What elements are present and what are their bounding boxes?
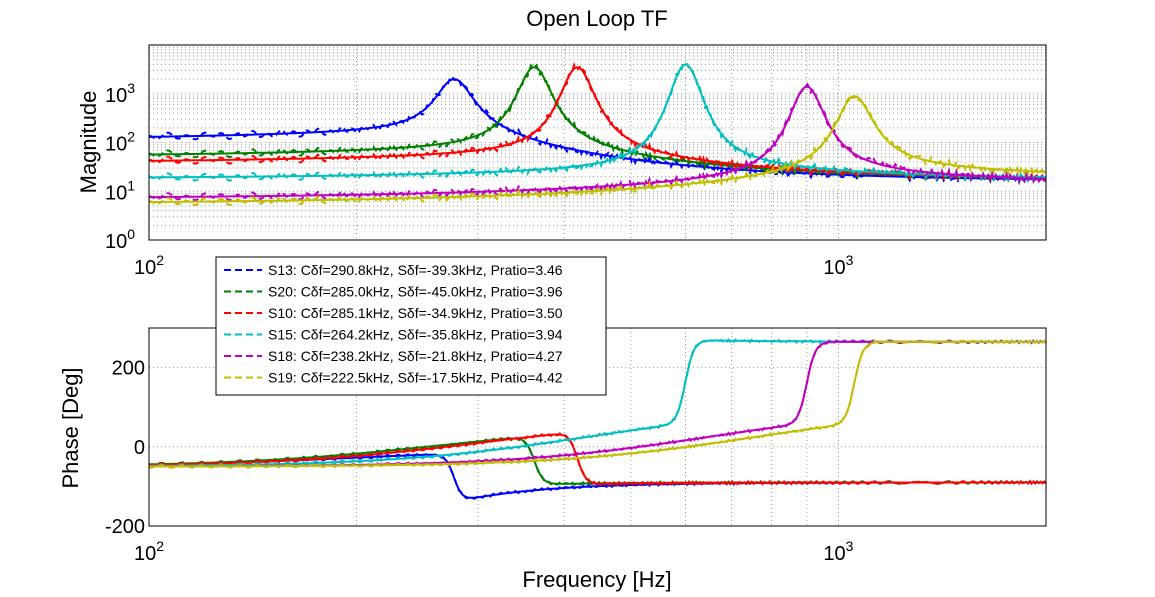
legend-entry-label: S15: Cδf=264.2kHz, Sδf=-35.8kHz, Pratio=… [268,327,563,343]
phase-series-model-S19 [149,340,1046,468]
phase-series-model-S10 [149,433,1046,485]
magnitude-x-tick-label: 102 [134,252,164,279]
legend-entry-label: S19: Cδf=222.5kHz, Sδf=-17.5kHz, Pratio=… [268,370,563,386]
magnitude-series-measured-S19 [149,93,1046,207]
magnitude-series-measured-S10 [149,62,1046,184]
phase-x-tick-label: 103 [823,538,853,565]
legend: S13: Cδf=290.8kHz, Sδf=-39.3kHz, Pratio=… [215,256,607,396]
legend-entry-label: S10: Cδf=285.1kHz, Sδf=-34.9kHz, Pratio=… [268,305,563,321]
magnitude-y-axis-label: Magnitude [76,91,101,194]
legend-box [215,256,607,396]
phase-x-tick-label: 102 [134,538,164,565]
magnitude-series-group [149,60,1046,207]
magnitude-y-tick-label: 101 [105,177,135,204]
magnitude-y-tick-label: 103 [105,80,135,107]
legend-entry-label: S20: Cδf=285.0kHz, Sδf=-45.0kHz, Pratio=… [268,284,563,300]
legend-entry-label: S13: Cδf=290.8kHz, Sδf=-39.3kHz, Pratio=… [268,262,563,278]
magnitude-series-measured-S18 [149,82,1046,202]
magnitude-panel: 100 101 102 103 102 103 Magnitude [76,44,1047,279]
legend-entry-label: S18: Cδf=238.2kHz, Sδf=-21.8kHz, Pratio=… [268,348,563,364]
magnitude-ticks: 100 101 102 103 102 103 [105,80,854,279]
magnitude-series-measured-S15 [149,60,1046,184]
phase-y-tick-label: 200 [112,358,145,380]
magnitude-x-tick-label: 103 [823,252,853,279]
magnitude-series-model-S15 [149,63,1046,179]
phase-y-tick-label: 0 [134,437,145,459]
magnitude-series-model-S18 [149,85,1046,199]
magnitude-y-tick-label: 100 [105,226,135,253]
chart-title: Open Loop TF [526,6,667,31]
x-axis-label: Frequency [Hz] [522,567,671,592]
phase-series-group [149,337,1046,500]
phase-y-tick-label: -200 [105,516,145,538]
magnitude-series-model-S19 [149,94,1046,204]
phase-y-axis-label: Phase [Deg] [58,367,83,488]
magnitude-series-model-S13 [149,78,1046,181]
magnitude-y-tick-label: 102 [105,129,135,156]
